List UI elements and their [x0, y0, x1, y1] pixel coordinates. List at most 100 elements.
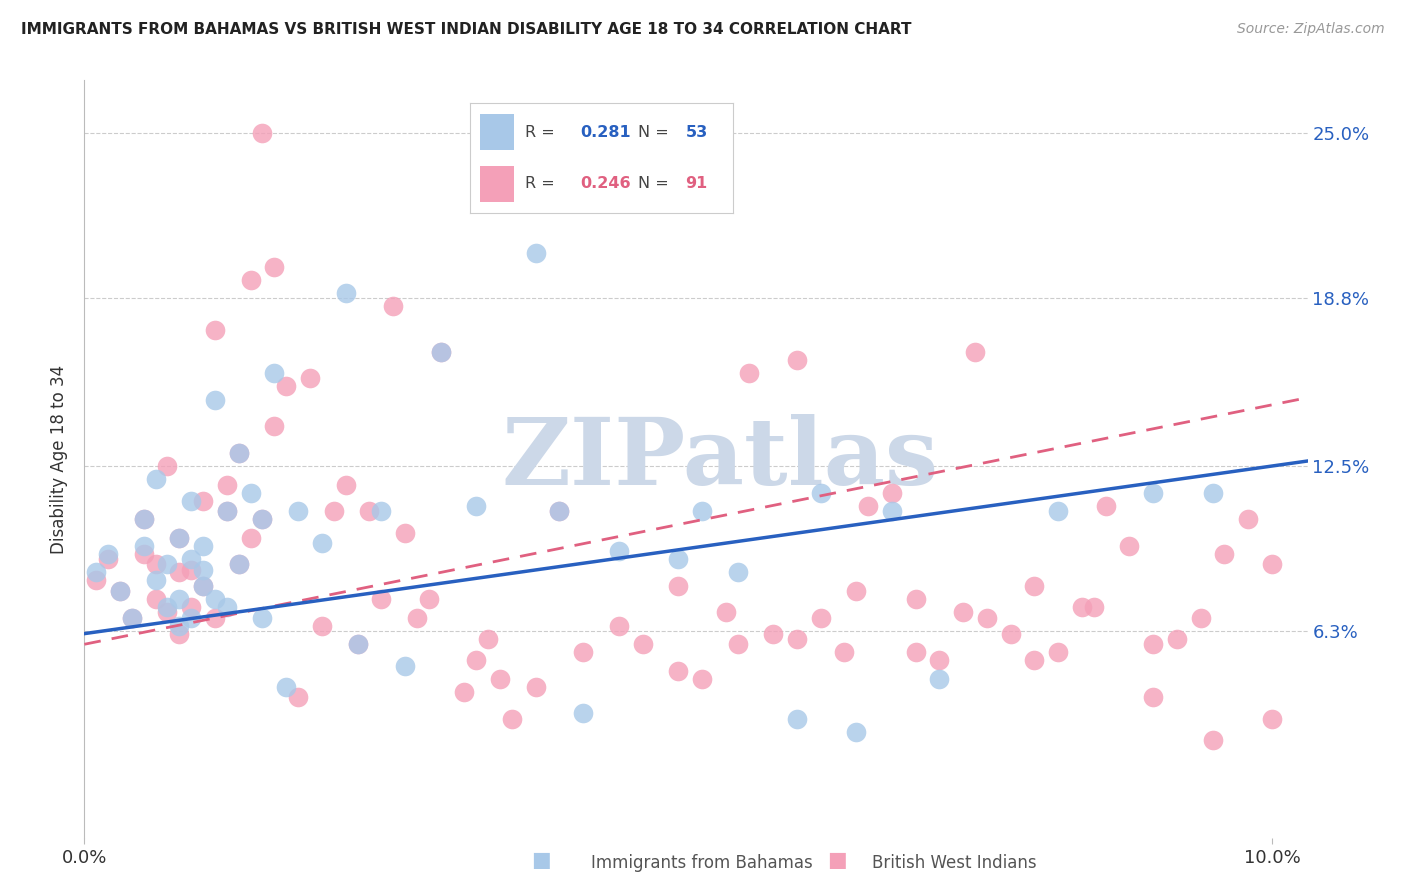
Point	[169, 626, 191, 640]
Point	[108, 584, 131, 599]
Point	[856, 499, 879, 513]
Point	[738, 366, 761, 380]
Point	[1083, 600, 1105, 615]
Point	[169, 592, 191, 607]
Point	[880, 485, 903, 500]
Point	[1000, 626, 1022, 640]
Point	[204, 392, 226, 407]
Point	[180, 610, 202, 624]
Point	[215, 504, 238, 518]
Point	[524, 680, 547, 694]
Point	[786, 352, 808, 367]
Point	[252, 512, 274, 526]
Point	[1261, 712, 1284, 726]
Point	[180, 563, 202, 577]
Point	[1071, 600, 1094, 615]
Point	[1047, 504, 1070, 518]
Point	[465, 653, 488, 667]
Point	[132, 512, 155, 526]
Point	[191, 493, 214, 508]
Point	[276, 680, 298, 694]
Point	[1118, 539, 1140, 553]
Point	[548, 504, 571, 518]
Point	[191, 539, 214, 553]
Point	[287, 690, 309, 705]
Point	[180, 493, 202, 508]
Point	[1189, 610, 1212, 624]
Text: British West Indians: British West Indians	[872, 855, 1036, 872]
Point	[215, 477, 238, 491]
Point	[501, 712, 523, 726]
Point	[465, 499, 488, 513]
Point	[97, 547, 120, 561]
Point	[786, 712, 808, 726]
Text: ■: ■	[531, 850, 551, 870]
Point	[121, 610, 143, 624]
Point	[904, 592, 927, 607]
Point	[97, 552, 120, 566]
Point	[228, 558, 250, 572]
Point	[810, 610, 832, 624]
Point	[359, 504, 381, 518]
Point	[191, 563, 214, 577]
Point	[228, 446, 250, 460]
Point	[1237, 512, 1260, 526]
Point	[1094, 499, 1116, 513]
Point	[477, 632, 499, 646]
Point	[904, 645, 927, 659]
Point	[169, 618, 191, 632]
Point	[346, 637, 368, 651]
Point	[786, 632, 808, 646]
Point	[156, 458, 179, 473]
Point	[132, 512, 155, 526]
Point	[714, 605, 737, 619]
Point	[298, 371, 321, 385]
Point	[1201, 733, 1223, 747]
Point	[952, 605, 974, 619]
Point	[156, 600, 179, 615]
Point	[169, 531, 191, 545]
Point	[145, 558, 167, 572]
Point	[204, 610, 226, 624]
Point	[346, 637, 368, 651]
Point	[252, 127, 274, 141]
Point	[845, 725, 868, 739]
Point	[204, 592, 226, 607]
Point	[311, 536, 333, 550]
Point	[239, 273, 262, 287]
Point	[845, 584, 868, 599]
Point	[228, 558, 250, 572]
Point	[252, 610, 274, 624]
Point	[370, 592, 392, 607]
Point	[607, 544, 630, 558]
Text: Source: ZipAtlas.com: Source: ZipAtlas.com	[1237, 22, 1385, 37]
Point	[880, 504, 903, 518]
Point	[191, 579, 214, 593]
Point	[180, 552, 202, 566]
Point	[572, 706, 595, 721]
Point	[453, 685, 475, 699]
Point	[311, 618, 333, 632]
Point	[239, 531, 262, 545]
Point	[287, 504, 309, 518]
Point	[1024, 653, 1046, 667]
Point	[607, 618, 630, 632]
Point	[169, 566, 191, 580]
Point	[1142, 485, 1164, 500]
Point	[145, 592, 167, 607]
Point	[666, 579, 689, 593]
Point	[1142, 637, 1164, 651]
Point	[132, 547, 155, 561]
Text: IMMIGRANTS FROM BAHAMAS VS BRITISH WEST INDIAN DISABILITY AGE 18 TO 34 CORRELATI: IMMIGRANTS FROM BAHAMAS VS BRITISH WEST …	[21, 22, 911, 37]
Point	[963, 344, 986, 359]
Point	[191, 579, 214, 593]
Point	[180, 600, 202, 615]
Point	[204, 323, 226, 337]
Point	[524, 246, 547, 260]
Point	[370, 504, 392, 518]
Point	[239, 485, 262, 500]
Point	[1201, 485, 1223, 500]
Point	[263, 260, 285, 274]
Point	[145, 574, 167, 588]
Point	[631, 637, 654, 651]
